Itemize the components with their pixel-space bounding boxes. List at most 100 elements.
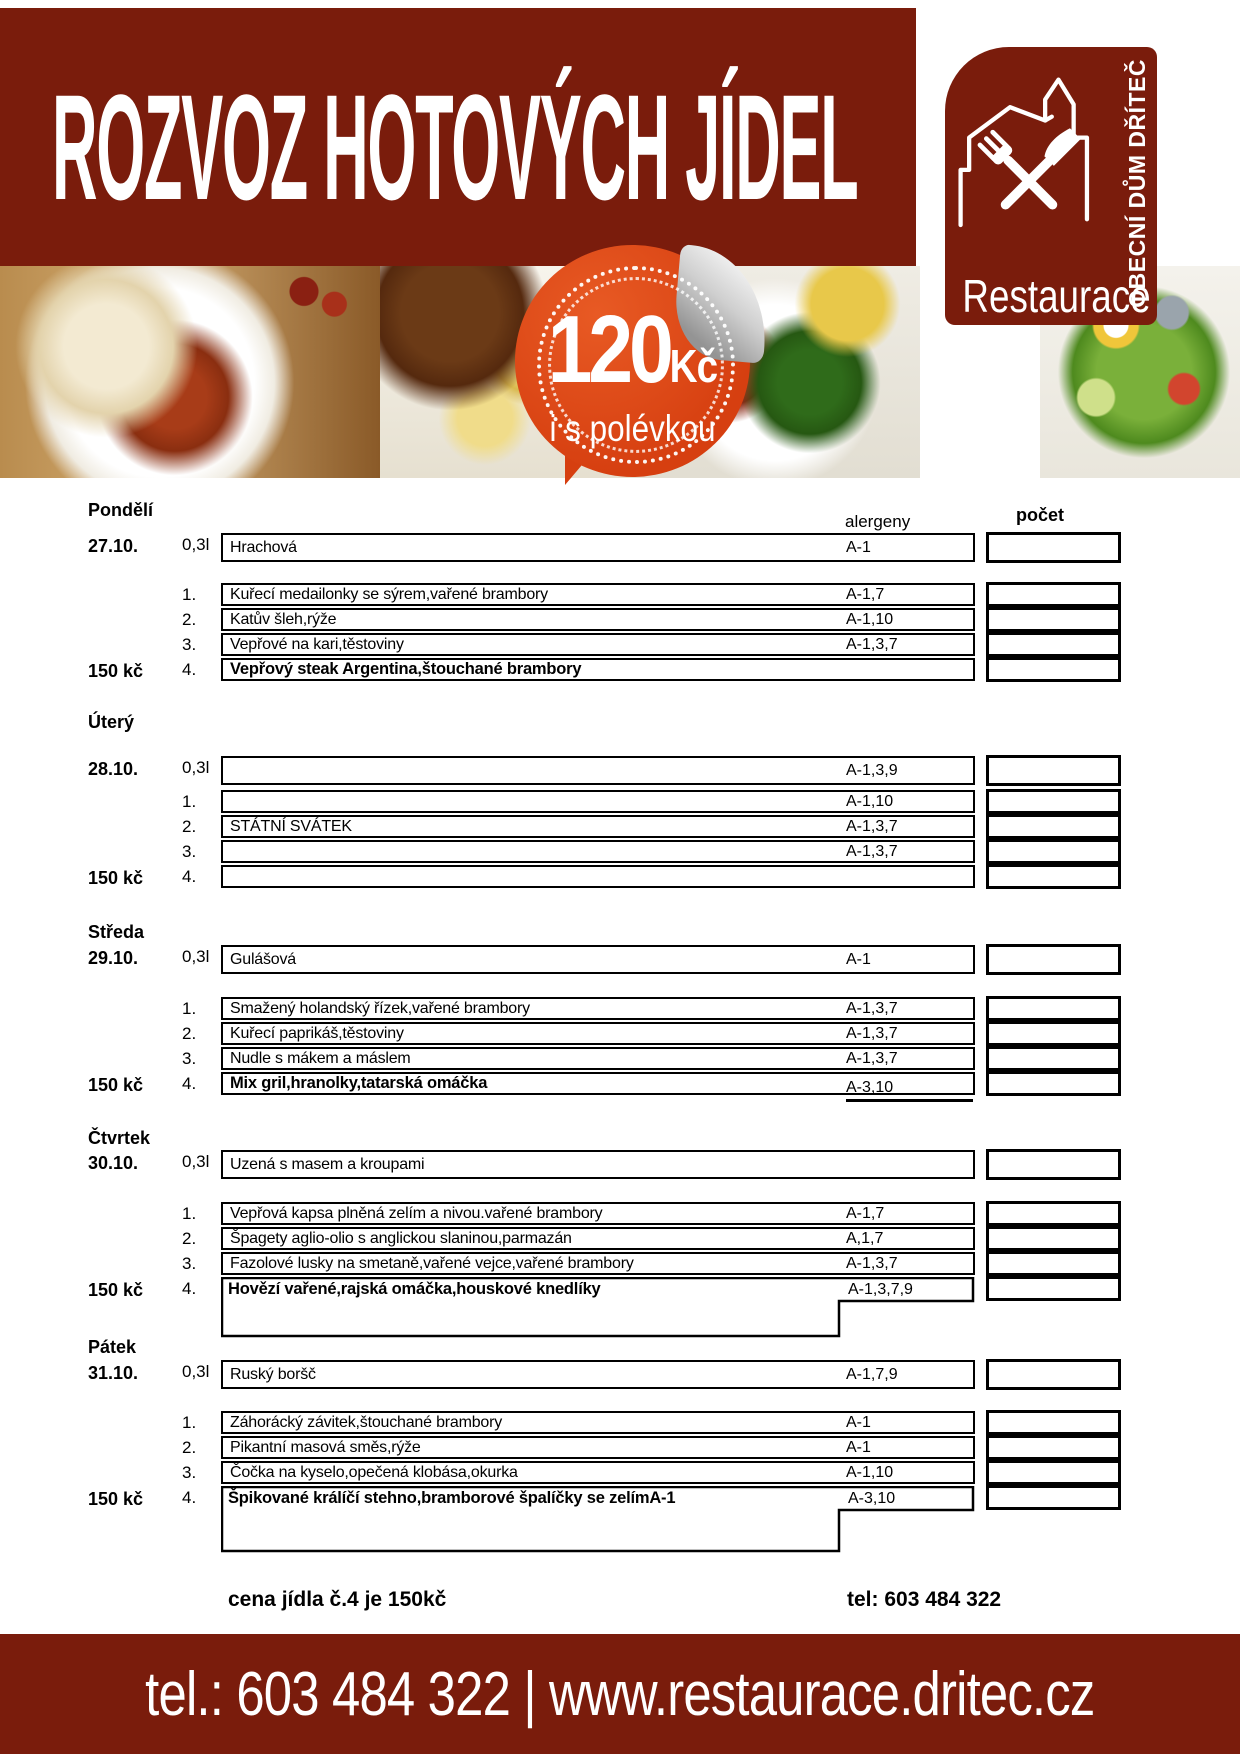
- count-box[interactable]: [986, 1149, 1121, 1180]
- meal-box-stepped: Špikované králíčí stehno,bramborové špal…: [221, 1486, 975, 1553]
- soup-name: Gulášová: [230, 950, 296, 968]
- count-box[interactable]: [986, 1226, 1121, 1251]
- meal-name: Katův šleh,rýže: [230, 610, 337, 628]
- badge-price-currency: Kč: [669, 340, 719, 392]
- price-label: 150 kč: [88, 1489, 144, 1509]
- count-box[interactable]: [986, 1359, 1121, 1390]
- count-box[interactable]: [986, 582, 1121, 607]
- meal-row: 150 kč 4. Hovězí vařené,rajská omáčka,ho…: [0, 1276, 1240, 1338]
- soup-box: A-1,3,9: [221, 756, 975, 785]
- count-box[interactable]: [986, 839, 1121, 864]
- soup-row: 28.10. 0,3l A-1,3,9: [0, 755, 1240, 786]
- soup-name: Hrachová: [230, 538, 297, 556]
- meal-box: Vepřové na kari,těstoviny A-1,3,7: [221, 633, 975, 656]
- page-title: ROZVOZ HOTOVÝCH JÍDEL: [52, 63, 859, 231]
- count-box[interactable]: [986, 1410, 1121, 1435]
- meal-row: 3. Nudle s mákem a máslem A-1,3,7: [0, 1046, 1240, 1071]
- meal-number: 2.: [182, 1024, 197, 1043]
- meal-row: 2. Katův šleh,rýže A-1,10: [0, 607, 1240, 632]
- count-box[interactable]: [986, 789, 1121, 814]
- meal-allergens: A-1: [846, 1438, 871, 1456]
- meal-allergens: A-1,3,7: [846, 842, 898, 860]
- meal-number: 1.: [182, 999, 197, 1018]
- meal-allergens: A-1,3,7: [846, 999, 898, 1017]
- count-box[interactable]: [986, 996, 1121, 1021]
- meal-row: 1. Kuřecí medailonky se sýrem,vařené bra…: [0, 582, 1240, 607]
- logo-name: Restaurace: [962, 270, 1151, 322]
- meal-allergens: A,1,7: [846, 1229, 884, 1247]
- restaurant-logo: Restaurace OBECNÍ DŮM DŘÍTEČ: [945, 47, 1157, 325]
- meal-row: 1. A-1,10: [0, 789, 1240, 814]
- meal-allergens: A-1,10: [846, 1463, 894, 1481]
- count-box[interactable]: [986, 1460, 1121, 1485]
- meal-box-stepped: Hovězí vařené,rajská omáčka,houskové kne…: [221, 1277, 975, 1338]
- meal-box: Smažený holandský řízek,vařené brambory A…: [221, 997, 975, 1020]
- meal-row: 1. Smažený holandský řízek,vařené brambo…: [0, 996, 1240, 1021]
- count-box[interactable]: [986, 864, 1121, 889]
- photo-goulash-dumplings: [0, 266, 380, 478]
- meal-row: 3. A-1,3,7: [0, 839, 1240, 864]
- meal-number: 2.: [182, 1229, 197, 1248]
- meal-name: STÁTNÍ SVÁTEK: [230, 817, 352, 835]
- count-box[interactable]: [986, 1435, 1121, 1460]
- meal-name: Pikantní masová směs,rýže: [230, 1438, 421, 1456]
- volume-label: 0,3l: [182, 1152, 210, 1171]
- meal-box: [221, 865, 975, 888]
- meal-allergens: A-1,7: [846, 585, 885, 603]
- meal-name: Smažený holandský řízek,vařené brambory: [230, 999, 530, 1017]
- count-box[interactable]: [986, 532, 1121, 563]
- meal-row: 3. Fazolové lusky na smetaně,vařené vejc…: [0, 1251, 1240, 1276]
- soup-row: 30.10. 0,3l Uzená s masem a kroupami: [0, 1149, 1240, 1180]
- meal-row: 1. Vepřová kapsa plněná zelím a nivou.va…: [0, 1201, 1240, 1226]
- soup-allergens: A-1: [846, 950, 871, 968]
- price-badge: 120Kč i s polévkou: [505, 240, 790, 500]
- meal-row: 150 kč 4.: [0, 864, 1240, 891]
- day-name: Úterý: [88, 712, 135, 732]
- badge-price: 120Kč: [525, 302, 739, 398]
- day-name: Pondělí: [88, 500, 154, 520]
- meal-box: Mix gril,hranolky,tatarská omáčka A-3,10: [221, 1072, 975, 1102]
- price-label: 150 kč: [88, 868, 144, 888]
- count-box[interactable]: [986, 1201, 1121, 1226]
- date-label: 29.10.: [88, 948, 139, 968]
- day-name: Pátek: [88, 1337, 137, 1357]
- meal-number: 4.: [182, 1279, 197, 1298]
- meal-name: Kuřecí medailonky se sýrem,vařené brambo…: [230, 585, 548, 603]
- meal-row: 2. Špagety aglio-olio s anglickou slanin…: [0, 1226, 1240, 1251]
- count-box[interactable]: [986, 1485, 1121, 1510]
- soup-allergens: A-1: [846, 538, 871, 556]
- soup-name: Uzená s masem a kroupami: [230, 1155, 425, 1173]
- count-box[interactable]: [986, 607, 1121, 632]
- header-band: ROZVOZ HOTOVÝCH JÍDEL: [0, 8, 916, 266]
- meal-box: Kuřecí paprikáš,těstoviny A-1,3,7: [221, 1022, 975, 1045]
- meal-box: A-1,3,7: [221, 840, 975, 863]
- count-box[interactable]: [986, 814, 1121, 839]
- soup-row: 29.10. 0,3l Gulášová A-1: [0, 944, 1240, 975]
- meal-allergens: A-1,3,7: [846, 1049, 898, 1067]
- count-box[interactable]: [986, 1251, 1121, 1276]
- soup-allergens: A-1,3,9: [846, 761, 898, 779]
- meal-box: STÁTNÍ SVÁTEK A-1,3,7: [221, 815, 975, 838]
- count-box[interactable]: [986, 755, 1121, 786]
- meal-allergens: A-1,10: [846, 610, 894, 628]
- count-box[interactable]: [986, 944, 1121, 975]
- count-box[interactable]: [986, 1046, 1121, 1071]
- soup-box: Uzená s masem a kroupami: [221, 1150, 975, 1179]
- meal-row: 2. Pikantní masová směs,rýže A-1: [0, 1435, 1240, 1460]
- meal-number: 3.: [182, 1049, 197, 1068]
- count-box[interactable]: [986, 657, 1121, 682]
- badge-subtitle: i s polévkou: [549, 408, 716, 449]
- meal-box: Pikantní masová směs,rýže A-1: [221, 1436, 975, 1459]
- count-box[interactable]: [986, 1071, 1121, 1096]
- volume-label: 0,3l: [182, 1362, 210, 1381]
- price-label: 150 kč: [88, 661, 144, 681]
- meal-number: 1.: [182, 1413, 197, 1432]
- phone-note: tel: 603 484 322: [847, 1588, 1002, 1611]
- count-box[interactable]: [986, 632, 1121, 657]
- meal-number: 4.: [182, 1074, 197, 1093]
- meal-number: 3.: [182, 842, 197, 861]
- meal-name: Špagety aglio-olio s anglickou slaninou,…: [230, 1229, 572, 1247]
- count-box[interactable]: [986, 1021, 1121, 1046]
- volume-label: 0,3l: [182, 758, 210, 777]
- count-box[interactable]: [986, 1276, 1121, 1301]
